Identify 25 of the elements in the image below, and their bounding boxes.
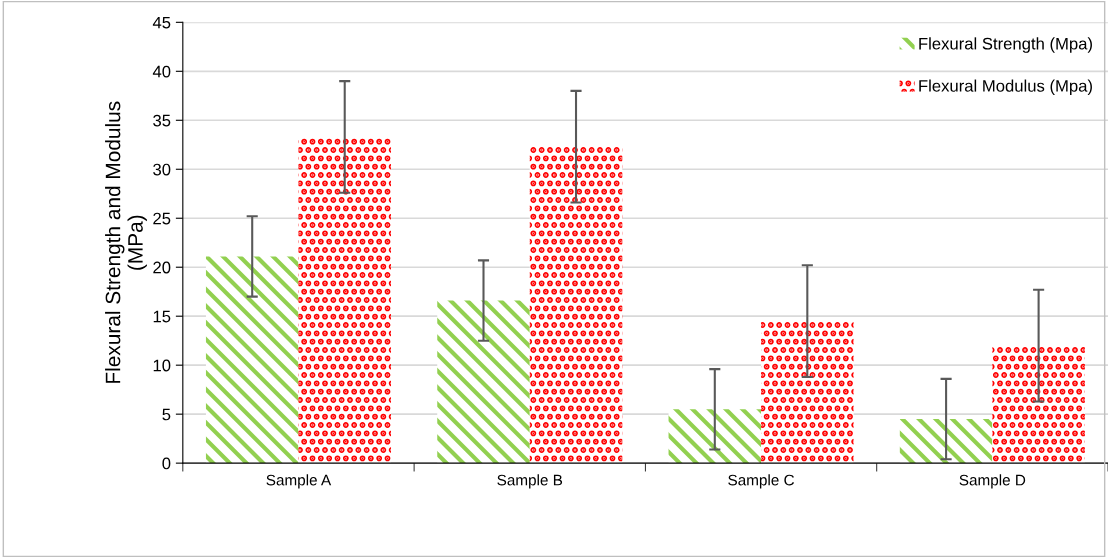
y-tick-label: 30 — [153, 163, 171, 176]
x-tick-label: Sample B — [497, 474, 563, 489]
bar — [992, 345, 1085, 464]
y-tick-label: 40 — [152, 65, 171, 78]
bar — [761, 321, 854, 464]
bar — [205, 256, 299, 464]
bar — [437, 300, 530, 464]
bar — [529, 146, 623, 464]
x-tick-label: Sample C — [728, 474, 795, 489]
bar — [298, 136, 391, 464]
y-tick-label: 15 — [153, 310, 171, 323]
y-axis-title: Flexural Strength and Modulus (MPa) — [105, 101, 147, 383]
x-tick-label: Sample D — [959, 474, 1026, 489]
y-tick-label: 5 — [162, 408, 171, 421]
y-tick-label: 0 — [162, 457, 171, 470]
bar — [899, 419, 993, 464]
bar — [668, 409, 762, 464]
y-tick-label: 45 — [152, 16, 171, 29]
y-tick-label: 35 — [153, 114, 171, 127]
y-tick-label: 10 — [153, 359, 171, 372]
legend-label: Flexural Strength (Mpa) — [919, 37, 1092, 53]
legend-label: Flexural Modulus (Mpa) — [919, 79, 1092, 96]
y-tick-label: 25 — [153, 212, 171, 225]
x-tick-label: Sample A — [266, 474, 332, 489]
y-tick-label: 20 — [153, 261, 171, 274]
